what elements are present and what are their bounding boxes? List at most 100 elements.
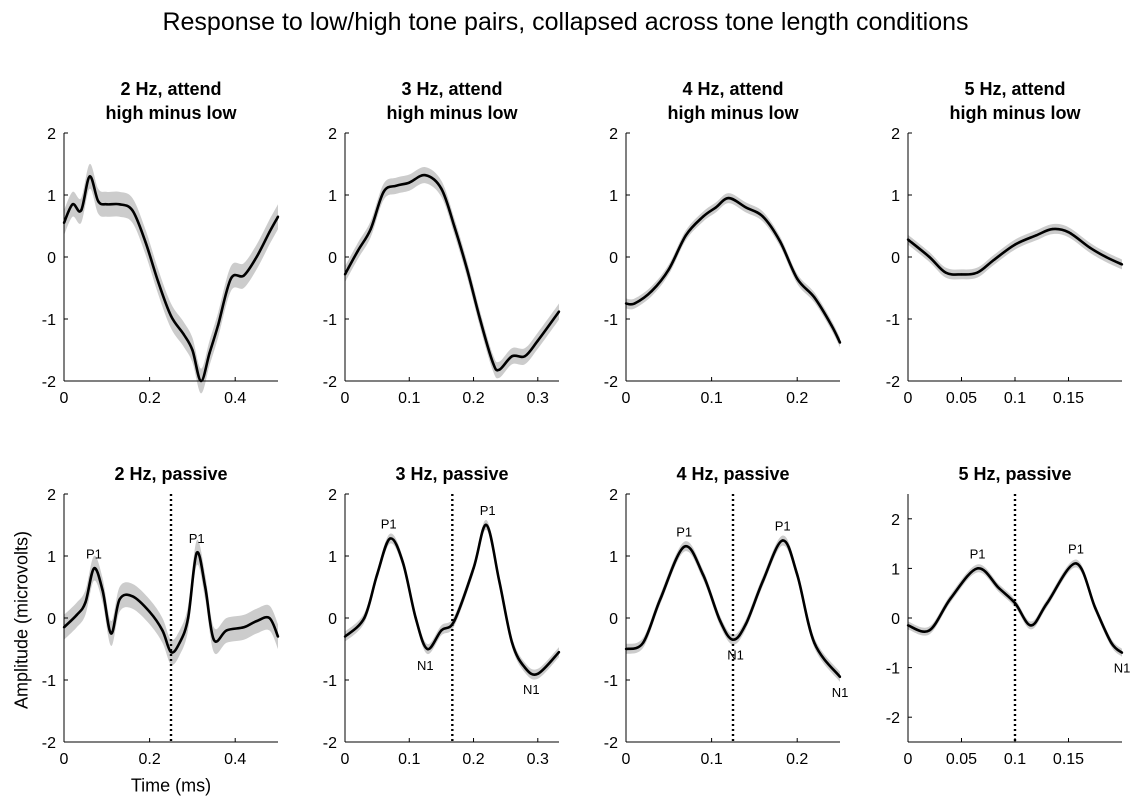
data-point [796,573,799,576]
data-point [440,187,443,190]
y-tick-label: -2 [323,374,337,391]
data-point [148,610,151,613]
x-tick-label: 0 [60,751,69,768]
peak-label: N1 [727,648,744,663]
y-tick-label: -2 [604,735,618,752]
data-point [761,579,765,582]
data-point [276,215,280,218]
y-tick-label: 0 [328,611,337,628]
data-point [1013,601,1017,605]
data-point [388,537,392,540]
data-point [523,355,527,358]
data-point [195,551,198,555]
y-tick-label: -1 [604,673,618,690]
subplot-title: 4 Hz, attend [682,79,783,99]
x-tick-label: 0 [904,390,913,407]
y-tick-label: 2 [609,487,618,504]
data-point [536,672,539,675]
peak-label: P1 [775,519,791,534]
data-point [781,539,784,542]
subplot-title: high minus low [668,103,800,123]
peak-label: P1 [381,517,397,532]
subplot-3: 4 Hz, attend high minus low -2 -1 0 1 2 0 0.1 0.2 [604,79,842,407]
x-tick-label: 0.4 [224,390,246,407]
data-point [169,650,173,654]
data-point [363,616,366,620]
data-point [157,280,160,283]
data-point [268,231,271,234]
y-tick-label: -1 [886,661,900,678]
data-point [796,277,799,280]
y-tick-label: 0 [609,250,618,267]
peak-label: N1 [523,682,540,697]
data-point [97,200,100,203]
y-tick-label: 1 [891,561,900,578]
data-point [71,203,74,206]
data-point [1094,606,1097,610]
peak-label: P1 [1068,541,1084,556]
data-point [1088,246,1092,249]
data-point [453,619,456,623]
data-point [178,641,181,644]
subplot-title: 2 Hz, passive [114,464,227,484]
y-tick-label: 2 [891,512,900,529]
data-point [1120,651,1124,654]
subplot-title: 2 Hz, attend [120,79,221,99]
data-point [701,215,705,218]
x-tick-label: 0.2 [462,390,484,407]
data-point [727,196,730,200]
subplot-title: 4 Hz, passive [676,464,789,484]
data-point [510,641,514,644]
data-point [813,641,816,644]
subplot-title: 5 Hz, attend [964,79,1065,99]
x-tick-label: 0.3 [527,751,549,768]
data-point [659,598,662,601]
data-point [1051,227,1054,231]
data-point [838,675,842,679]
data-point [1120,263,1124,266]
data-point [523,666,527,669]
data-point [498,368,501,371]
y-tick-label: -1 [42,673,56,690]
y-tick-label: 1 [891,188,900,205]
data-point [395,184,398,187]
error-band [345,166,559,379]
subplot-6: 3 Hz, passive -2 -1 0 1 2 0 0.1 0.2 0.3 P1 N1 P1 N1 [323,464,561,768]
subplot-1: 2 Hz, attend high minus low -2 -1 0 1 2 0 0.2 0.4 [42,79,280,407]
peak-label: P1 [970,546,986,561]
data-point [928,255,931,259]
x-tick-label: 0 [622,390,631,407]
peak-label: N1 [417,658,434,673]
y-tick-label: 1 [47,188,56,205]
data-point [491,361,494,364]
data-point [976,567,979,570]
y-tick-label: 1 [609,549,618,566]
x-tick-label: 0 [60,390,69,407]
data-point [641,641,645,644]
y-tick-label: -1 [604,312,618,329]
x-tick-label: 0.05 [946,390,977,407]
peak-label: P1 [676,525,692,540]
y-tick-label: 2 [47,126,56,143]
x-tick-label: 0.1 [398,390,420,407]
y-tick-label: 2 [47,487,56,504]
data-point [453,224,456,228]
data-point [92,567,96,570]
data-point [268,616,271,620]
y-tick-label: -1 [886,312,900,329]
data-point [255,619,258,623]
data-point [557,310,561,313]
y-tick-label: -2 [42,735,56,752]
x-tick-label: 0 [341,390,350,407]
x-tick-label: 0.1 [700,390,722,407]
y-tick-label: 2 [328,487,337,504]
data-point [684,234,688,237]
data-point [997,587,1001,590]
y-tick-label: -1 [323,673,337,690]
data-point [144,240,147,243]
data-point [225,629,228,632]
y-tick-label: 0 [891,250,900,267]
data-point [478,317,482,321]
data-point [212,638,215,641]
